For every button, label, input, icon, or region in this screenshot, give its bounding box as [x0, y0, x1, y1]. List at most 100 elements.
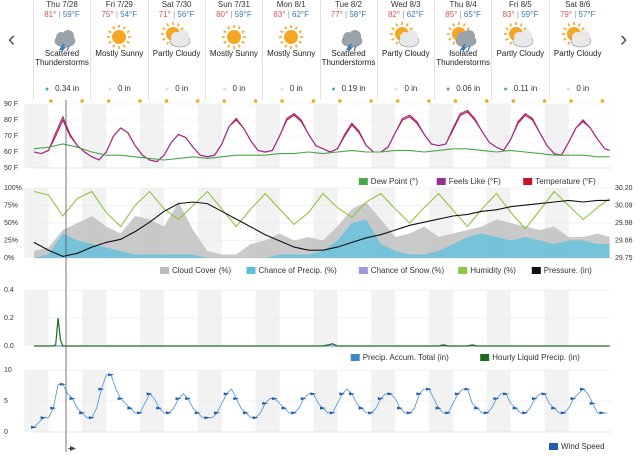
day-high: 83°	[502, 10, 515, 19]
rain-streak	[66, 45, 70, 52]
sun-event-marker	[311, 99, 316, 103]
sun-ray	[452, 23, 456, 27]
sun-ray	[123, 26, 126, 30]
day-date: Thu 8/4	[449, 0, 477, 9]
sun-event-marker	[280, 99, 284, 103]
day-precip-amount: 0.06 in	[456, 84, 481, 93]
wind-direction-arrow-icon	[387, 392, 394, 396]
high-low-separator: |	[400, 10, 407, 19]
high-low-separator: |	[342, 10, 350, 19]
wind-direction-arrow-icon	[464, 387, 471, 391]
sun-ray	[280, 30, 284, 34]
day-condition: Scattered Thunderstorms	[321, 49, 376, 67]
raindrop-empty-icon: ●	[279, 86, 284, 93]
wind-direction-arrow-icon	[310, 392, 317, 396]
legend-label: Temperature (°F)	[535, 177, 596, 186]
sun-event-marker	[600, 99, 605, 103]
prev-arrow-icon[interactable]: ‹	[8, 26, 16, 51]
sun-ray	[161, 37, 166, 41]
sun-ray	[161, 27, 166, 31]
wind-direction-arrow-icon	[136, 411, 143, 415]
wind-direction-arrow-icon	[425, 387, 432, 391]
sun-event-marker	[369, 99, 373, 103]
wind-direction-arrow-icon	[98, 387, 105, 391]
cloud-puff	[463, 30, 476, 42]
wind-direction-arrow-icon	[69, 397, 76, 401]
wind-direction-arrow-icon	[503, 392, 510, 396]
raindrop-empty-icon: ●	[165, 86, 170, 93]
day-precip: ● 0.34 in	[34, 84, 90, 93]
legend-swatch	[549, 443, 558, 450]
day-precip-amount: 0 in	[289, 84, 303, 93]
day-forecast-card[interactable]: Wed 8/3 82° | 62°F Partly Cloudy ● 0 in	[378, 0, 434, 93]
sun-event-marker	[80, 99, 84, 103]
wind-direction-arrow-icon	[185, 397, 192, 401]
wind-direction-arrow-icon	[339, 392, 346, 396]
day-forecast-card[interactable]: Fri 8/5 83° | 59°F Partly Cloudy ● 0.11 in	[492, 0, 548, 93]
wind-direction-arrow-icon	[291, 411, 298, 415]
legend-label: Feels Like (°F)	[449, 177, 501, 186]
wind-direction-arrow-icon	[541, 392, 548, 396]
wind-direction-arrow-icon	[242, 411, 249, 415]
day-forecast-card[interactable]: Mon 8/1 83° | 62°F Mostly Sunny ● 0 in	[263, 0, 319, 93]
sun-ray	[405, 23, 409, 27]
wind-direction-arrow-icon	[580, 387, 587, 391]
day-precip: ● 0 in	[550, 84, 606, 93]
day-high-low: 81° | 59°F	[34, 10, 90, 19]
sun-event-marker	[164, 99, 169, 103]
day-precip: ● 0 in	[149, 84, 205, 93]
sun-ray	[520, 23, 524, 27]
day-date: Sun 7/31	[217, 0, 250, 9]
day-forecast-card[interactable]: Sun 7/31 80° | 59°F Mostly Sunny ● 0 in	[206, 0, 262, 93]
day-precip: ● 0 in	[263, 84, 319, 93]
day-condition: Partly Cloudy	[553, 49, 602, 58]
high-low-separator: |	[571, 10, 579, 19]
legend-swatch	[436, 178, 446, 185]
sun-ray	[165, 41, 169, 45]
day-high-low: 83° | 59°F	[492, 10, 548, 19]
wind-direction-arrow-icon	[156, 406, 163, 410]
wind-direction-arrow-icon	[127, 406, 134, 410]
day-high: 81°	[44, 10, 57, 19]
day-condition: Isolated Thunderstorms	[436, 49, 490, 67]
day-forecast-card[interactable]: Sat 8/6 79° | 57°F Partly Cloudy ● 0 in	[550, 0, 606, 93]
raindrop-empty-icon: ●	[394, 86, 399, 93]
day-column-divider	[319, 0, 321, 100]
legend-label: Hourly Liquid Precip. (in)	[492, 353, 580, 362]
day-column-divider	[33, 0, 34, 100]
sun-ray	[566, 23, 570, 27]
sun-event-marker	[106, 99, 111, 103]
sun-ray	[284, 44, 288, 48]
day-precip: ● 0 in	[378, 84, 434, 93]
day-forecast-card[interactable]: Thu 8/4 85° | 65°F Isolated Thunderstorms ●…	[435, 0, 491, 93]
day-column-divider	[376, 0, 378, 100]
day-low: 58°F	[349, 10, 367, 19]
day-low: 59°F	[62, 10, 80, 19]
day-high: 77°	[330, 10, 343, 19]
day-forecast-card[interactable]: Tue 8/2 77° | 58°F Scattered Thunderstorms…	[321, 0, 377, 93]
legend-label: Dew Point (°)	[371, 177, 419, 186]
sun-disc	[226, 30, 241, 44]
day-forecast-card[interactable]: Sat 7/30 71° | 56°F Partly Cloudy ● 0 in	[149, 0, 205, 93]
partly-cloudy-icon	[389, 22, 420, 48]
legend-swatch	[350, 354, 360, 361]
day-date: Sat 7/30	[161, 0, 192, 9]
day-date: Thu 7/28	[46, 0, 78, 9]
day-forecast-card[interactable]: Thu 7/28 81° | 59°F Scattered Thunderstorm…	[34, 0, 90, 93]
day-high: 82°	[387, 10, 401, 19]
pressure-line	[33, 199, 610, 257]
day-condition: Partly Cloudy	[382, 49, 430, 58]
day-high-low: 82° | 62°F	[378, 10, 434, 19]
day-column-divider	[491, 0, 493, 100]
day-low: 54°F	[120, 10, 138, 19]
legend-label: Chance of Precip. (%)	[259, 266, 338, 275]
next-arrow-icon[interactable]: ›	[620, 26, 628, 51]
day-forecast-card[interactable]: Fri 7/29 75° | 54°F Mostly Sunny ● 0 in	[91, 0, 147, 93]
series-line-1	[33, 109, 610, 163]
partly-cloudy-icon	[160, 22, 190, 48]
day-low: 62°F	[292, 10, 309, 19]
sun-event-marker	[222, 99, 227, 103]
partly-cloudy-icon	[504, 22, 534, 48]
y-tick-label: 70 F	[4, 133, 18, 140]
sun-ray	[391, 37, 395, 41]
